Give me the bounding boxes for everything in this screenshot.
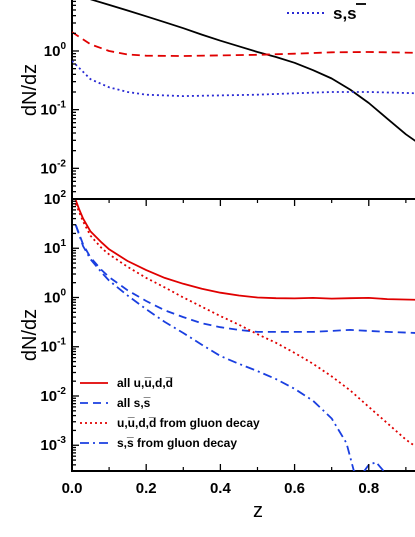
- y-tick-label: 102: [44, 189, 67, 208]
- bottom-y-axis-ticks: 102 101 100 10-1 10-2 10-3: [40, 189, 79, 472]
- legend-label-3: s,s̅ from gluon decay: [117, 436, 237, 450]
- bottom-x-axis-ticks: 0.0 0.2 0.4 0.6 0.8: [62, 199, 407, 497]
- x-axis-title: z: [253, 500, 263, 522]
- bottom-series-line-0: [74, 199, 415, 301]
- legend-label-0: all u,u̅,d,d̅: [117, 376, 173, 390]
- top-plot-area: [72, 0, 415, 142]
- y-tick-label: 100: [44, 41, 67, 60]
- top-y-axis-title: dN/dz: [19, 64, 41, 116]
- y-tick-label: 10-3: [40, 435, 66, 454]
- top-panel: 100 10-1 10-2 dN/dz s,s: [19, 0, 415, 200]
- bottom-y-axis-title: dN/dz: [19, 309, 41, 361]
- bottom-panel-frame: [71, 198, 415, 472]
- y-tick-label: 100: [44, 287, 67, 306]
- x-tick-label: 0.4: [210, 480, 232, 497]
- bottom-legend: all u,u̅,d,d̅ all s,s̅ u,u̅,d,d̅ from gluo…: [80, 376, 260, 450]
- y-tick-label: 10-1: [40, 337, 66, 356]
- x-tick-label: 0.0: [62, 480, 83, 497]
- legend-label-2: u,u̅,d,d̅ from gluon decay: [117, 416, 260, 430]
- top-y-axis-ticks: 100 10-1 10-2: [40, 0, 79, 200]
- y-tick-label: 10-1: [40, 100, 66, 119]
- bottom-panel: 102 101 100 10-1 10-2 10-3 0.0 0.2 0.4 0.6 0.8 dN…: [19, 189, 415, 522]
- y-tick-label: 101: [44, 238, 67, 257]
- top-series-line-1: [72, 31, 415, 57]
- bottom-series-line-2: [74, 203, 415, 448]
- top-series-line-2: [72, 60, 415, 97]
- y-tick-label: 10-2: [40, 386, 66, 405]
- top-series-line-0: [90, 0, 415, 142]
- bottom-series-line-3: [74, 224, 385, 471]
- top-legend-label-ss: s,s: [333, 4, 357, 23]
- y-tick-label: 10-2: [40, 158, 66, 177]
- bottom-plot-area: [74, 199, 415, 471]
- x-tick-label: 0.6: [284, 480, 305, 497]
- bottom-series-line-1: [74, 224, 415, 334]
- top-legend: s,s: [287, 3, 366, 23]
- x-tick-label: 0.8: [358, 480, 379, 497]
- x-tick-label: 0.2: [136, 480, 157, 497]
- legend-label-1: all s,s̅: [117, 396, 151, 410]
